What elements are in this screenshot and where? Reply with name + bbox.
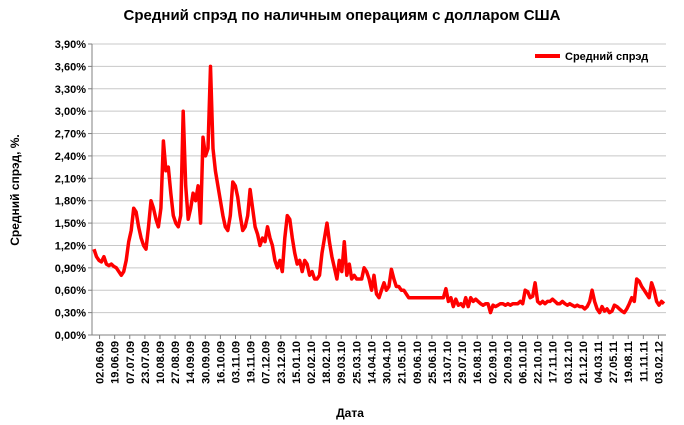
- x-tick-label: 09.06.10: [412, 341, 424, 384]
- x-tick-label: 14.09.09: [185, 341, 197, 384]
- chart-title: Средний спрэд по наличным операциям с до…: [123, 7, 561, 24]
- x-tick-label: 27.08.09: [170, 341, 182, 384]
- x-tick-label: 11.11.11: [638, 341, 650, 382]
- x-tick-label: 19.11.09: [246, 341, 258, 383]
- x-tick-label: 23.07.09: [140, 341, 152, 384]
- y-tick-label: 3,90%: [55, 39, 86, 51]
- y-tick-label: 0,60%: [55, 285, 86, 297]
- x-tick-labels: 02.06.09 19.06.09 07.07.09 23.07.09 10.08.09…: [95, 335, 665, 384]
- x-tick-label: 17.11.10: [548, 341, 560, 383]
- y-tick-label: 3,00%: [55, 106, 86, 118]
- x-tick-label: 13.07.10: [442, 341, 454, 384]
- x-tick-label: 09.03.10: [336, 341, 348, 384]
- grid: [92, 43, 666, 336]
- x-tick-label: 02.09.10: [487, 341, 499, 384]
- x-tick-label: 20.09.10: [502, 341, 514, 384]
- x-tick-label: 07.07.09: [125, 341, 137, 384]
- x-tick-label: 21.12.10: [578, 341, 590, 384]
- y-tick-label: 2,40%: [55, 151, 86, 163]
- x-tick-label: 19.06.09: [110, 341, 122, 384]
- x-tick-label: 27.05.11: [608, 341, 620, 383]
- y-tick-label: 2,10%: [55, 173, 86, 185]
- x-tick-label: 10.08.09: [155, 341, 167, 384]
- y-tick-label: 0,30%: [55, 308, 86, 320]
- x-tick-label: 03.02.12: [653, 341, 665, 384]
- x-tick-label: 25.03.10: [351, 341, 363, 384]
- x-tick-label: 30.09.09: [200, 341, 212, 384]
- y-tick-labels: 0,00% 0,30% 0,60% 0,90% 1,20% 1,50% 1,80% 2,10%…: [55, 39, 92, 342]
- x-tick-label: 18.02.10: [321, 341, 333, 384]
- x-tick-label: 16.08.10: [472, 341, 484, 384]
- y-tick-label: 1,20%: [55, 240, 86, 252]
- y-axis-title: Средний спрэд, %.: [8, 134, 22, 245]
- x-tick-label: 03.12.10: [563, 341, 575, 384]
- x-tick-label: 07.12.09: [261, 341, 273, 384]
- x-tick-label: 02.02.10: [306, 341, 318, 384]
- x-tick-label: 04.03.11: [593, 341, 605, 383]
- x-tick-label: 29.07.10: [457, 341, 469, 384]
- x-tick-label: 03.11.09: [231, 341, 243, 383]
- x-tick-label: 22.10.10: [533, 341, 545, 384]
- y-tick-label: 0,00%: [55, 330, 86, 342]
- legend-label: Средний спрэд: [565, 51, 648, 63]
- x-tick-label: 30.04.10: [382, 341, 394, 384]
- y-tick-label: 1,80%: [55, 196, 86, 208]
- y-tick-label: 3,30%: [55, 84, 86, 96]
- x-tick-label: 15.01.10: [291, 341, 303, 384]
- x-tick-label: 23.12.09: [276, 341, 288, 384]
- series-line: [92, 64, 666, 315]
- series: [92, 64, 666, 315]
- x-tick-label: 16.10.09: [215, 341, 227, 384]
- y-tick-label: 0,90%: [55, 263, 86, 275]
- y-tick-label: 2,70%: [55, 129, 86, 141]
- y-tick-label: 1,50%: [55, 218, 86, 230]
- y-tick-label: 3,60%: [55, 61, 86, 73]
- x-tick-label: 25.06.10: [427, 341, 439, 384]
- x-tick-label: 19.08.11: [623, 341, 635, 383]
- x-tick-label: 02.06.09: [95, 341, 107, 384]
- x-tick-label: 14.04.10: [366, 341, 378, 384]
- legend: Средний спрэд: [535, 51, 648, 63]
- x-tick-label: 21.05.10: [397, 341, 409, 384]
- x-axis-title: Дата: [336, 406, 364, 420]
- x-tick-label: 06.10.10: [518, 341, 530, 384]
